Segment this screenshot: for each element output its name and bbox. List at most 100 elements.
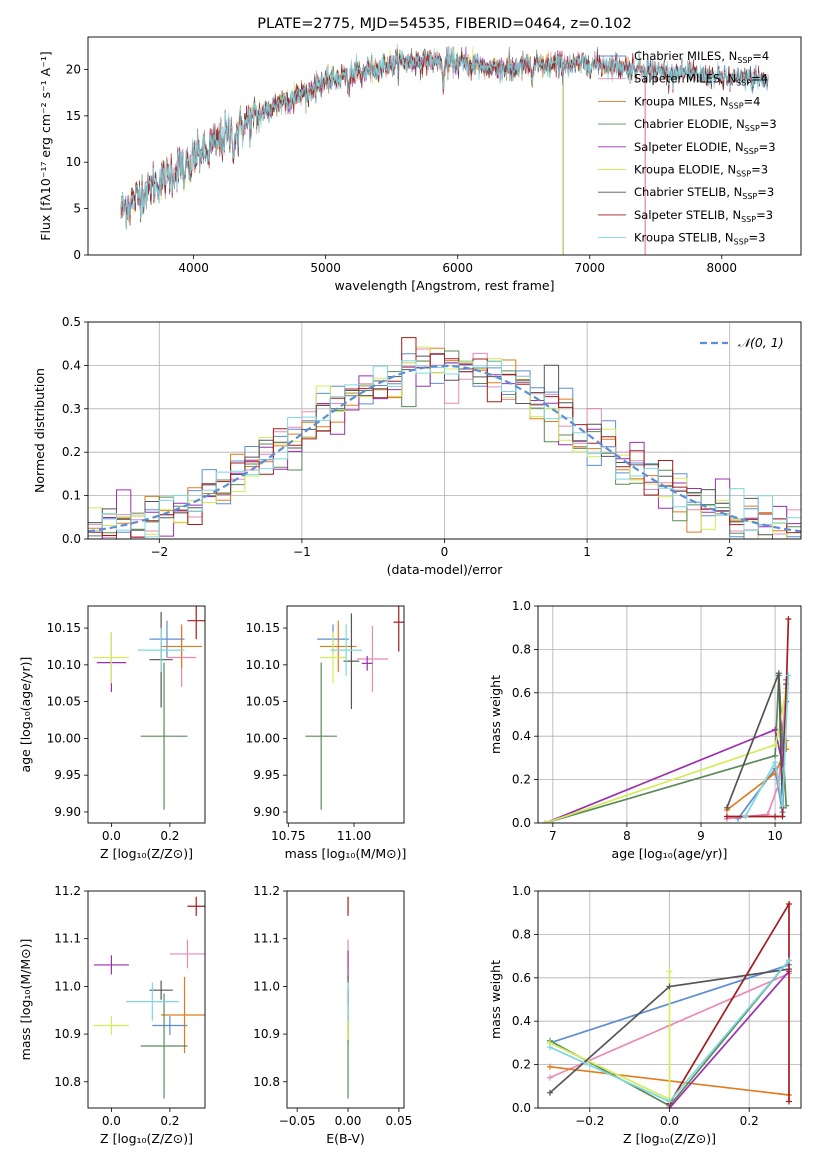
legend-sub: SSP [736,170,751,179]
y-tick-label: 1.0 [512,884,531,898]
legend-suffix: =3 [760,117,777,131]
axes-spectrum: 4000 5000 6000 7000 8000 0 5 10 15 20 wavelength [… [38,16,802,293]
data-point-marker [786,1098,793,1105]
plot-area [542,616,792,823]
data-point-marker [542,820,549,823]
error-point-kroupa-stelib [126,982,179,1021]
x-axis-label: Z [log₁₀(Z/Z⊙)] [623,1131,716,1146]
legend-entry: Chabrier ELODIE, NSSP=3 [634,117,777,133]
error-point-kroupa-elodie [93,631,129,684]
y-tick-label: 5 [73,202,81,216]
x-tick-label: 0.00 [335,1114,362,1128]
error-point-chabrier-elodie [140,993,188,1099]
legend-sub: SSP [744,147,759,156]
y-tick-label: 10.05 [47,695,81,709]
axes-frame [286,890,405,1109]
y-tick-label: 10 [66,155,81,169]
data-point-marker [775,670,782,677]
mass-weight-line-kroupa-stelib [744,675,790,817]
y-tick-label: 0.6 [512,686,531,700]
data-point-marker [546,1074,553,1081]
y-tick-label: 20 [66,62,81,76]
y-tick-label: 10.10 [47,658,81,672]
y-tick-label: 9.95 [253,768,280,782]
y-tick-label: 11.1 [54,932,81,946]
y-tick-label: 11.0 [253,979,280,993]
plot-area [93,896,205,1099]
legend-name: Kroupa ELODIE, N [634,163,736,177]
error-point-kroupa-miles [161,976,205,1054]
x-axis-label: mass [log₁₀(M/M⊙)] [285,846,407,861]
axes-mw_vs_Z: −0.2 0.0 0.2 0.0 0.2 0.4 0.6 0.8 1.0 Z [log₁₀(Z/Z… [488,884,802,1146]
y-tick-label: 11.1 [253,932,280,946]
x-axis-label: Z [log₁₀(Z/Z⊙)] [100,1131,193,1146]
legend-entry: Chabrier STELIB, NSSP=3 [634,185,774,201]
y-tick-label: 0.8 [512,642,531,656]
data-point-marker [785,672,792,679]
data-point-marker [723,804,730,811]
plot-area [305,606,404,810]
plot-area [546,900,793,1108]
x-axis-label: age [log₁₀(age/yr)] [612,846,728,861]
legend-sub: SSP [734,238,749,247]
error-point-salpeter-miles [356,625,389,693]
axes-mw_vs_age: 7 8 9 10 0.0 0.2 0.4 0.6 0.8 1.0 age [log₁₀(age/yr… [488,599,802,861]
x-tick-label: 10.75 [271,829,305,843]
data-point-marker [772,726,779,733]
data-point-marker [666,983,673,990]
legend-entry: Chabrier MILES, NSSP=4 [634,49,769,65]
legend-sub: SSP [736,79,751,88]
x-tick-label: 1 [583,545,591,559]
chart-title: PLATE=2775, MJD=54535, FIBERID=0464, z=0… [257,16,631,32]
y-tick-label: 10.05 [246,695,280,709]
x-tick-label: 6000 [442,261,473,275]
axes-frame [537,605,802,824]
axes-age_vs_Z: 0.0 0.2 9.90 9.95 10.00 10.05 10.10 10.15 Z [log… [18,605,206,861]
axes-residuals: −2 −1 0 1 2 0.0 0.1 0.2 0.3 0.4 0.5 (data-model)/er… [32,315,802,577]
error-point-salpeter-elodie [361,656,373,671]
axes-frame [87,36,802,256]
data-point-marker [666,1098,673,1105]
legend-entry: 𝒩(0, 1) [738,335,784,350]
error-point-salpeter-stelib [187,896,205,916]
mass-weight-line-chabrier-elodie [545,675,788,823]
y-tick-label: 15 [66,109,81,123]
y-tick-label: 9.95 [54,768,81,782]
legend-name: Chabrier MILES, N [634,49,737,63]
data-point-marker [772,813,779,820]
legend-suffix: =4 [744,94,761,108]
data-point-marker [779,813,786,820]
x-tick-label: 0.2 [740,1114,759,1128]
legend-name: Chabrier ELODIE, N [634,117,745,131]
x-tick-label: 8 [623,829,631,843]
error-point-kroupa-stelib [137,628,185,673]
y-tick-label: 0.4 [512,1014,531,1028]
legend-sub: SSP [745,124,760,133]
y-axis-label: age [log₁₀(age/yr)] [18,657,33,773]
data-point-marker [772,741,779,748]
hist-step-kroupa-stelib [88,360,801,538]
mass-weight-line-salpeter-stelib [668,900,790,1105]
y-tick-label: 11.2 [54,884,81,898]
y-tick-label: 0.0 [512,816,531,830]
y-tick-label: 10.10 [246,658,280,672]
x-tick-label: 0.0 [660,1114,679,1128]
y-tick-label: 0.5 [62,315,81,329]
x-tick-label: 4000 [178,261,209,275]
y-tick-label: 9.90 [253,805,280,819]
spectrum-line-kroupa-stelib [120,45,769,230]
legend-name: Kroupa STELIB, N [634,231,734,245]
y-tick-label: 10.00 [47,731,81,745]
spectrum-line-salpeter-miles [120,44,646,230]
data-point-marker [666,968,673,975]
y-axis-label: Normed distribution [32,368,47,493]
legend-suffix: =3 [756,208,773,222]
error-point-kroupa-stelib [330,624,362,676]
axes-frame [87,605,206,824]
axes-mass_vs_ebv: −0.05 0.00 0.05 10.8 10.9 11.0 11.1 11.2 E(B-V) [253,884,412,1146]
y-tick-label: 10.00 [246,731,280,745]
legend-suffix: =3 [757,185,774,199]
legend-sub: SSP [729,101,744,110]
error-point-chabrier-elodie [140,662,188,810]
